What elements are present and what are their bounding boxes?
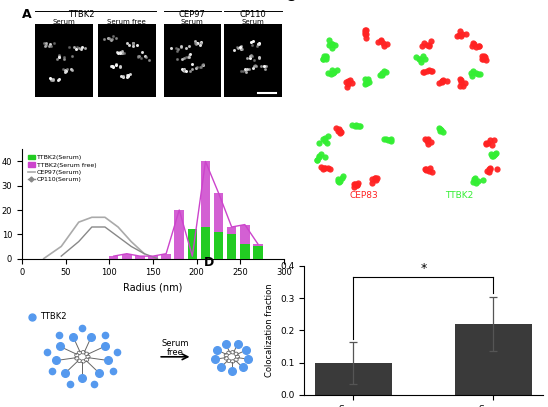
- Text: Serum: Serum: [181, 19, 204, 25]
- Y-axis label: Colocalization fraction: Colocalization fraction: [265, 284, 275, 377]
- Circle shape: [224, 354, 229, 357]
- Bar: [135, 256, 145, 258]
- Bar: [253, 246, 262, 258]
- Bar: [98, 24, 156, 98]
- Bar: [253, 244, 262, 258]
- Legend: TTBK2(Serum), TTBK2(Serum free), CEP97(Serum), CP110(Serum): TTBK2(Serum), TTBK2(Serum free), CEP97(S…: [25, 153, 99, 185]
- X-axis label: Radius (nm): Radius (nm): [123, 283, 182, 293]
- Bar: [109, 256, 118, 258]
- Circle shape: [235, 355, 239, 359]
- Bar: [35, 24, 93, 98]
- Circle shape: [81, 360, 85, 363]
- Text: CP110: CP110: [239, 10, 266, 19]
- Text: Serum: Serum: [53, 19, 75, 25]
- Text: C: C: [285, 0, 294, 4]
- Circle shape: [75, 354, 79, 357]
- Text: Serum free: Serum free: [107, 19, 146, 25]
- Bar: [161, 254, 171, 258]
- Circle shape: [227, 351, 231, 354]
- Circle shape: [224, 357, 229, 360]
- Text: Serum: Serum: [162, 339, 189, 348]
- Text: TTBK2: TTBK2: [40, 312, 67, 321]
- Circle shape: [227, 359, 231, 363]
- Text: non-ciliated cell: non-ciliated cell: [311, 14, 384, 23]
- Bar: [122, 254, 132, 258]
- Bar: [455, 324, 532, 395]
- Bar: [227, 227, 237, 258]
- Bar: [214, 193, 224, 258]
- Circle shape: [77, 359, 82, 363]
- Bar: [174, 210, 184, 258]
- Circle shape: [231, 360, 235, 363]
- Circle shape: [231, 350, 235, 354]
- Circle shape: [84, 352, 89, 356]
- Bar: [201, 162, 210, 258]
- Text: TTBK2: TTBK2: [445, 190, 473, 199]
- Text: Ciliated cell: Ciliated cell: [311, 105, 364, 114]
- Bar: [148, 256, 158, 258]
- Circle shape: [234, 352, 238, 356]
- Text: D: D: [204, 256, 214, 269]
- Bar: [227, 234, 237, 258]
- Bar: [240, 244, 249, 258]
- Circle shape: [77, 351, 82, 354]
- Circle shape: [84, 358, 89, 361]
- Text: A: A: [22, 8, 32, 21]
- Bar: [187, 256, 197, 258]
- Bar: [224, 24, 282, 98]
- Bar: [187, 230, 197, 258]
- Bar: [201, 227, 210, 258]
- Text: free: free: [167, 348, 184, 357]
- Circle shape: [81, 350, 85, 354]
- Bar: [163, 24, 221, 98]
- Bar: [240, 225, 249, 258]
- Circle shape: [75, 357, 79, 360]
- Text: CEP97: CEP97: [179, 10, 206, 19]
- Text: CEP83: CEP83: [350, 190, 378, 199]
- Circle shape: [234, 358, 238, 361]
- Bar: [214, 232, 224, 258]
- Text: TTBK2: TTBK2: [67, 10, 94, 19]
- Text: Serum: Serum: [241, 19, 264, 25]
- Text: *: *: [420, 262, 426, 275]
- Circle shape: [86, 355, 90, 359]
- Bar: [315, 363, 392, 395]
